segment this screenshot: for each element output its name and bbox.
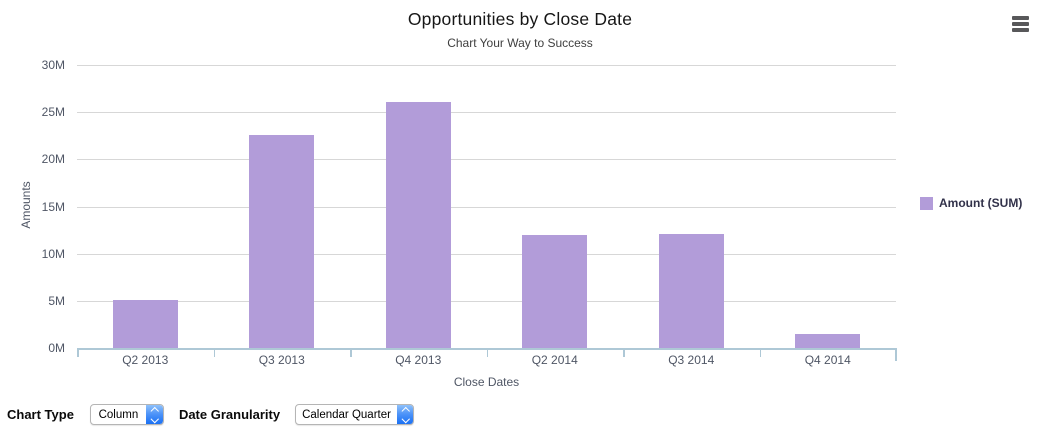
bar-q2-2014[interactable] xyxy=(522,234,588,348)
x-axis-tick xyxy=(350,348,352,357)
bar-q2-2013[interactable] xyxy=(112,299,178,348)
x-tick-label: Q4 2013 xyxy=(395,353,442,367)
chart-type-label: Chart Type xyxy=(7,407,74,422)
y-tick-label: 10M xyxy=(41,246,65,261)
y-tick-label: 15M xyxy=(41,199,65,214)
legend-swatch xyxy=(920,196,933,210)
hamburger-bar xyxy=(1012,28,1029,32)
bar-q4-2014[interactable] xyxy=(795,333,861,348)
controls-bar: Chart Type Column Date Granularity Calen… xyxy=(7,404,415,425)
gridline-25M xyxy=(77,112,896,114)
chevron-up-down-icon xyxy=(145,405,163,424)
gridline-20M xyxy=(77,159,896,161)
x-axis-tick xyxy=(759,348,761,357)
x-axis-tick xyxy=(213,348,215,357)
date-granularity-select[interactable]: Calendar Quarter xyxy=(295,404,415,425)
legend-label: Amount (SUM) xyxy=(939,196,1023,210)
chart-type-select[interactable]: Column xyxy=(89,404,164,425)
x-axis-tick xyxy=(623,348,625,357)
date-granularity-label: Date Granularity xyxy=(178,407,281,422)
hamburger-bar xyxy=(1012,22,1029,26)
chart-title: Opportunities by Close Date xyxy=(407,9,633,29)
x-axis-title: Close Dates xyxy=(453,375,520,389)
y-tick-label: 20M xyxy=(41,152,65,167)
legend: Amount (SUM) xyxy=(920,196,1022,210)
date-granularity-value: Calendar Quarter xyxy=(302,408,391,421)
x-tick-label: Q2 2014 xyxy=(531,353,578,367)
x-axis-tick xyxy=(77,348,79,357)
gridline-10M xyxy=(77,253,896,255)
y-tick-label: 5M xyxy=(48,293,65,308)
y-tick-label: 30M xyxy=(41,58,65,72)
bar-q4-2013[interactable] xyxy=(385,101,451,348)
chart-type-value: Column xyxy=(98,408,139,421)
gridline-15M xyxy=(77,206,896,208)
x-tick-label: Q4 2014 xyxy=(804,353,851,367)
hamburger-menu-icon[interactable] xyxy=(1012,16,1029,34)
bar-q3-2014[interactable] xyxy=(658,233,724,348)
chart-subtitle: Chart Your Way to Success xyxy=(447,36,593,50)
bar-q3-2013[interactable] xyxy=(249,134,315,348)
gridline-30M xyxy=(77,65,896,66)
x-tick-label: Q2 2013 xyxy=(122,353,169,367)
x-axis-tick xyxy=(486,348,488,357)
y-tick-label: 0M xyxy=(48,341,65,355)
plot-area: 0M 5M 10M 15M 20M 25M 30M Q2 2013 Q3 2013 Q4 2013… xyxy=(42,58,897,367)
gridline-5M xyxy=(77,300,896,302)
x-axis-tick xyxy=(895,348,897,361)
chevron-up-down-icon xyxy=(396,405,414,424)
y-tick-label: 25M xyxy=(41,105,65,120)
x-tick-label: Q3 2014 xyxy=(668,353,715,367)
x-tick-label: Q3 2013 xyxy=(258,353,305,367)
hamburger-bar xyxy=(1012,16,1029,20)
